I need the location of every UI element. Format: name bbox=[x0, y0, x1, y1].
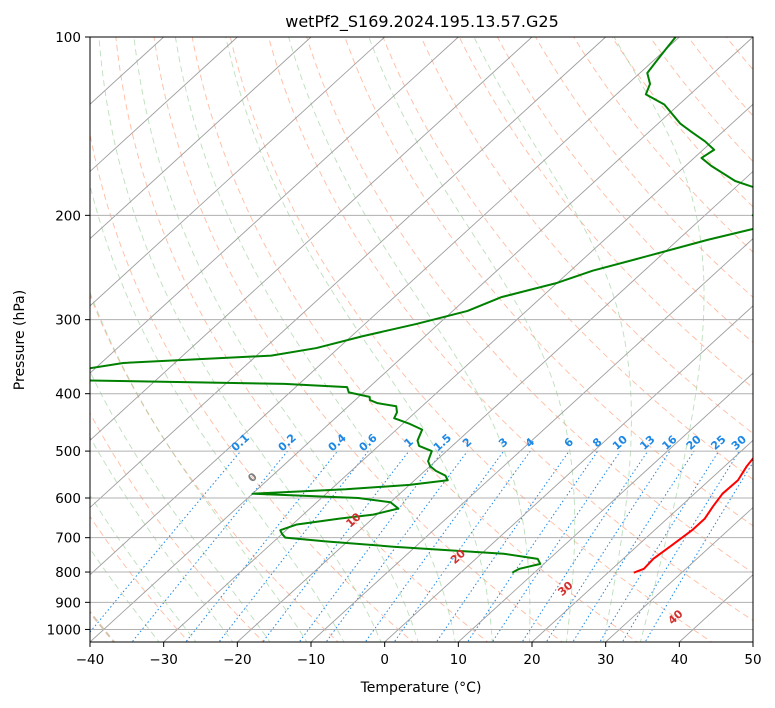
chart-title: wetPf2_S169.2024.195.13.57.G25 bbox=[285, 12, 559, 32]
x-tick-label: −40 bbox=[76, 652, 105, 668]
mixing-ratio-line bbox=[435, 450, 570, 642]
y-axis-label: Pressure (hPa) bbox=[12, 290, 28, 390]
x-axis-label: Temperature (°C) bbox=[360, 680, 482, 696]
dry-adiabat-line bbox=[573, 37, 753, 253]
isotherm-line bbox=[752, 641, 753, 642]
y-tick-label: 100 bbox=[55, 30, 81, 46]
dry-adiabat-line bbox=[153, 37, 564, 642]
y-tick-label: 800 bbox=[55, 565, 81, 581]
mixing-ratio-line bbox=[90, 450, 242, 633]
y-tick-label: 1000 bbox=[47, 622, 81, 638]
x-tick-label: 20 bbox=[523, 652, 540, 668]
y-tick-label: 500 bbox=[55, 444, 81, 460]
isotherm-line bbox=[384, 305, 753, 642]
isotherm-line bbox=[605, 506, 753, 642]
y-tick-label: 600 bbox=[55, 491, 81, 507]
mixing-ratio-line bbox=[521, 450, 649, 642]
isotherm-line bbox=[90, 37, 606, 509]
y-tick-label: 200 bbox=[55, 208, 81, 224]
y-tick-label: 400 bbox=[55, 387, 81, 403]
dry-adiabat-line bbox=[306, 37, 753, 574]
dewpoint-profile-line bbox=[90, 37, 753, 574]
y-tick-label: 700 bbox=[55, 531, 81, 547]
x-tick-label: −10 bbox=[297, 652, 326, 668]
dry-adiabat-line bbox=[90, 515, 190, 642]
isotherm-line bbox=[90, 37, 385, 307]
dry-adiabat-line bbox=[90, 131, 414, 642]
dry-adiabat-line bbox=[191, 37, 638, 642]
x-tick-label: −30 bbox=[149, 652, 178, 668]
isotherm-line bbox=[531, 439, 753, 642]
data-layer bbox=[90, 37, 753, 574]
x-tick-label: 10 bbox=[450, 652, 467, 668]
moist-adiabat-line bbox=[98, 37, 382, 642]
isotherm-line bbox=[458, 372, 753, 642]
dry-adiabat-line bbox=[458, 37, 753, 389]
isotherm-line bbox=[90, 37, 238, 173]
isotherm-line bbox=[90, 37, 459, 374]
dry-adiabat-line bbox=[760, 32, 775, 645]
dry-adiabat-line bbox=[496, 37, 753, 344]
mixing-ratio-line bbox=[599, 450, 720, 642]
x-tick-label: −20 bbox=[223, 652, 252, 668]
dry-adiabat-line bbox=[115, 37, 489, 642]
dry-adiabat-line bbox=[229, 37, 713, 642]
dry-adiabat-line bbox=[420, 37, 753, 435]
x-tick-label: 30 bbox=[597, 652, 614, 668]
isotherm-line bbox=[90, 37, 312, 240]
mixing-ratio-line bbox=[325, 450, 468, 642]
isotherm-line bbox=[237, 170, 753, 642]
mixing-ratio-line bbox=[218, 450, 369, 642]
grid-layer bbox=[90, 32, 775, 645]
mixing-ratio-line bbox=[644, 461, 753, 642]
dry-adiabat-line bbox=[90, 293, 339, 642]
x-tick-label: 40 bbox=[671, 652, 688, 668]
y-tick-label: 300 bbox=[55, 313, 81, 329]
tick-layer: −40 −30 −20 −10 0 10 20 30 40 50 1000 900 800 700 600 5… bbox=[47, 30, 762, 668]
isotherm-line bbox=[163, 103, 753, 642]
mixing-ratio-line bbox=[262, 450, 410, 642]
mixing-ratio-line bbox=[621, 450, 740, 642]
mixing-ratio-line bbox=[131, 450, 288, 642]
mixing-ratio-line bbox=[185, 450, 338, 642]
temperature-profile-line bbox=[633, 456, 753, 574]
isotherm-line bbox=[90, 37, 533, 441]
y-tick-label: 900 bbox=[55, 595, 81, 611]
isotherm-line bbox=[310, 238, 753, 642]
x-tick-label: 0 bbox=[380, 652, 389, 668]
mixing-ratio-line bbox=[466, 450, 599, 642]
isotherm-line bbox=[90, 37, 753, 642]
x-tick-label: 50 bbox=[744, 652, 761, 668]
plot-frame bbox=[89, 36, 754, 643]
